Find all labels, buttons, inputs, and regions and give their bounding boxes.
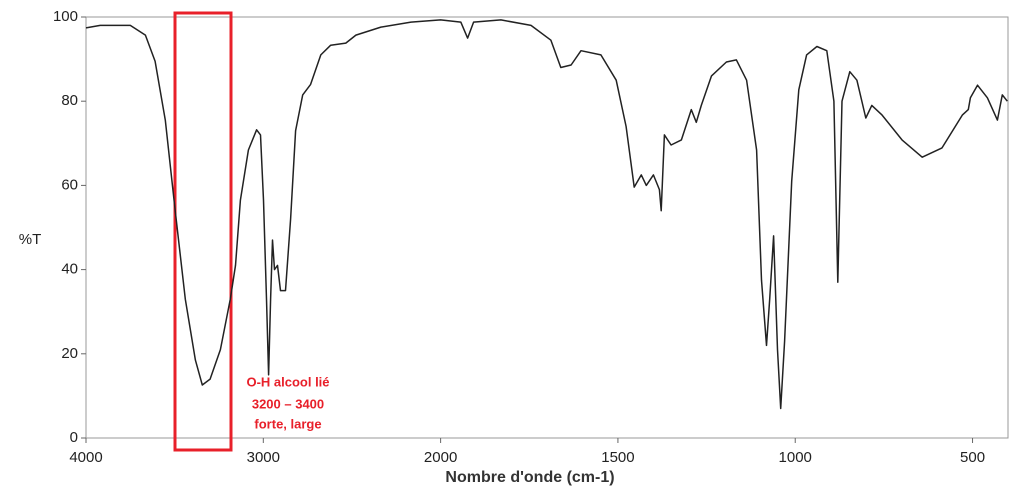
x-tick-label: 4000 bbox=[69, 449, 102, 466]
x-tick-label: 1500 bbox=[601, 449, 634, 466]
x-axis-label: Nombre d'onde (cm-1) bbox=[445, 469, 614, 486]
x-tick-label: 2000 bbox=[424, 449, 457, 466]
spectrum-line bbox=[85, 19, 1008, 410]
y-tick-label: 80 bbox=[61, 92, 78, 109]
y-tick-label: 60 bbox=[61, 176, 78, 193]
x-tick-label: 1000 bbox=[779, 449, 812, 466]
y-tick-label: 100 bbox=[53, 8, 78, 25]
annotation: 3200 – 3400 bbox=[252, 396, 324, 411]
y-tick-label: 20 bbox=[61, 345, 78, 362]
y-tick-label: 40 bbox=[61, 261, 78, 278]
plot-frame bbox=[85, 16, 1009, 439]
y-axis-label: %T bbox=[19, 231, 42, 248]
y-tick-label: 0 bbox=[70, 429, 78, 446]
x-tick-label: 3000 bbox=[247, 449, 280, 466]
x-tick-label: 500 bbox=[960, 449, 985, 466]
annotation: O-H alcool lié bbox=[246, 374, 329, 389]
highlight-box bbox=[173, 11, 233, 452]
annotation: forte, large bbox=[254, 416, 321, 431]
